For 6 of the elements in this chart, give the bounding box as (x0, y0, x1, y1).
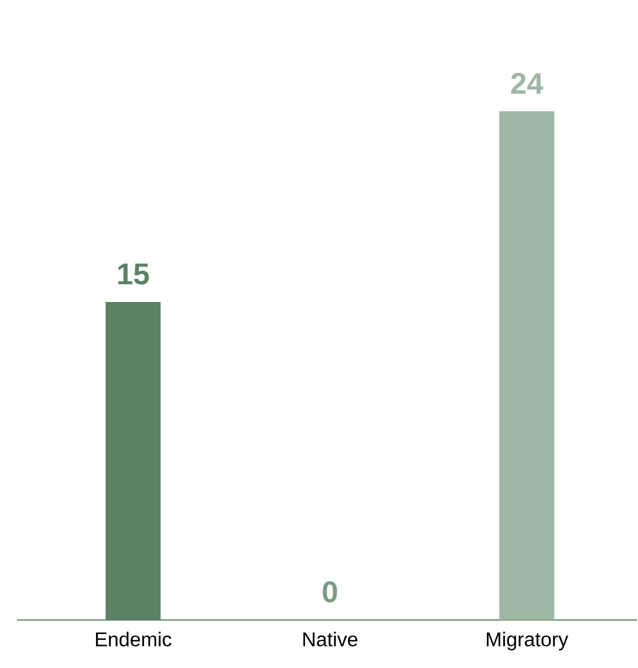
data-label: 24 (511, 72, 544, 94)
x-tick-label: Native (304, 632, 358, 646)
data-label: 0 (323, 581, 338, 602)
x-tick-label: Migratory (487, 632, 568, 650)
data-label: 15 (118, 264, 150, 285)
x-tick-label: Endemic (96, 632, 172, 646)
